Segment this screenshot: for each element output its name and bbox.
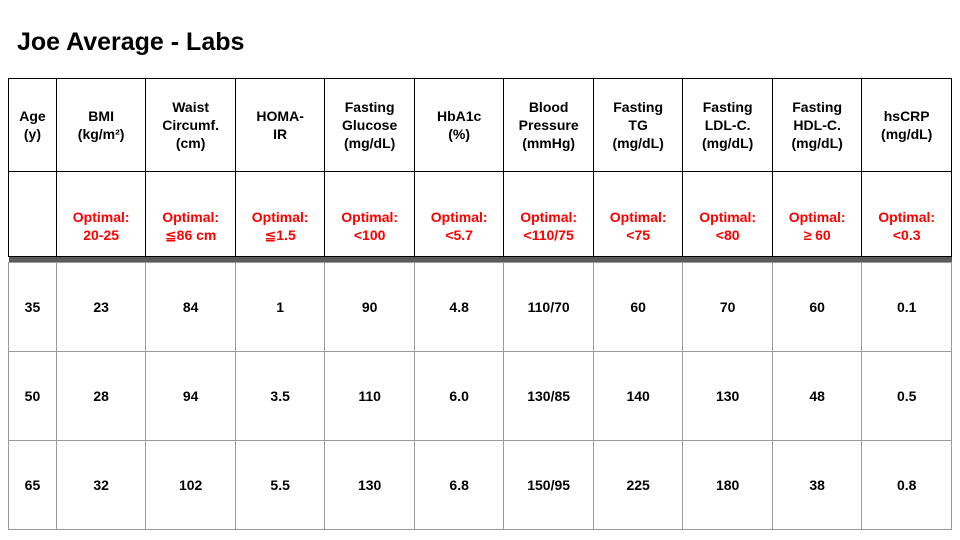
- optimal-homa-ir: Optimal: ≦1.5: [234, 171, 326, 257]
- table-cell: 6.0: [413, 351, 505, 441]
- table-cell: 225: [592, 440, 684, 530]
- column-header-age: Age (y): [8, 78, 57, 172]
- column-header-blood-pressure: Blood Pressure (mmHg): [503, 78, 594, 172]
- optimal-fasting-tg: Optimal: <75: [592, 171, 684, 257]
- column-header-fasting-glucose: Fasting Glucose (mg/dL): [324, 78, 415, 172]
- column-header-fasting-hdl: Fasting HDL-C. (mg/dL): [771, 78, 863, 172]
- table-cell: 110/70: [503, 262, 594, 352]
- optimal-fasting-hdl: Optimal: ≥ 60: [771, 171, 863, 257]
- column-header-fasting-ldl: Fasting LDL-C. (mg/dL): [682, 78, 773, 172]
- table-header-row: Age (y) BMI (kg/m²) Waist Circumf. (cm) …: [8, 78, 952, 172]
- table-cell: 150/95: [503, 440, 594, 530]
- table-cell: 140: [592, 351, 684, 441]
- table-cell: 6.8: [413, 440, 505, 530]
- labs-table: Age (y) BMI (kg/m²) Waist Circumf. (cm) …: [8, 78, 952, 530]
- table-row: 35 23 84 1 90 4.8 110/70 60 70 60 0.1: [8, 262, 952, 352]
- table-section-divider: [8, 256, 952, 263]
- table-cell: 48: [771, 351, 863, 441]
- table-row: 50 28 94 3.5 110 6.0 130/85 140 130 48 0…: [8, 351, 952, 441]
- table-cell: 3.5: [234, 351, 326, 441]
- table-cell: 5.5: [234, 440, 326, 530]
- divider-bar: [8, 256, 952, 263]
- optimal-bmi: Optimal: 20-25: [55, 171, 147, 257]
- table-cell: 28: [55, 351, 147, 441]
- table-cell: 94: [145, 351, 236, 441]
- table-cell: 23: [55, 262, 147, 352]
- column-header-bmi: BMI (kg/m²): [55, 78, 147, 172]
- page-title: Joe Average - Labs: [17, 28, 245, 56]
- column-header-waist-circumf: Waist Circumf. (cm): [145, 78, 236, 172]
- column-header-hba1c: HbA1c (%): [413, 78, 505, 172]
- table-cell: 110: [324, 351, 415, 441]
- table-cell: 65: [8, 440, 57, 530]
- column-header-hscrp: hsCRP (mg/dL): [861, 78, 952, 172]
- optimal-values-row: Optimal: 20-25 Optimal: ≦86 cm Optimal: …: [8, 171, 952, 257]
- optimal-waist-circumf: Optimal: ≦86 cm: [145, 171, 236, 257]
- optimal-hba1c: Optimal: <5.7: [413, 171, 505, 257]
- column-header-homa-ir: HOMA- IR: [234, 78, 326, 172]
- optimal-age: [8, 171, 57, 257]
- table-cell: 38: [771, 440, 863, 530]
- table-cell: 4.8: [413, 262, 505, 352]
- optimal-fasting-ldl: Optimal: <80: [682, 171, 773, 257]
- table-cell: 0.1: [861, 262, 952, 352]
- table-cell: 130: [324, 440, 415, 530]
- table-cell: 180: [682, 440, 773, 530]
- table-cell: 0.8: [861, 440, 952, 530]
- table-cell: 60: [771, 262, 863, 352]
- optimal-hscrp: Optimal: <0.3: [861, 171, 952, 257]
- column-header-fasting-tg: Fasting TG (mg/dL): [592, 78, 684, 172]
- table-cell: 70: [682, 262, 773, 352]
- table-cell: 84: [145, 262, 236, 352]
- optimal-fasting-glucose: Optimal: <100: [324, 171, 415, 257]
- table-cell: 130/85: [503, 351, 594, 441]
- table-cell: 50: [8, 351, 57, 441]
- table-cell: 90: [324, 262, 415, 352]
- table-row: 65 32 102 5.5 130 6.8 150/95 225 180 38 …: [8, 440, 952, 530]
- table-cell: 102: [145, 440, 236, 530]
- table-cell: 32: [55, 440, 147, 530]
- table-cell: 60: [592, 262, 684, 352]
- table-cell: 1: [234, 262, 326, 352]
- table-cell: 130: [682, 351, 773, 441]
- table-cell: 0.5: [861, 351, 952, 441]
- table-cell: 35: [8, 262, 57, 352]
- optimal-blood-pressure: Optimal: <110/75: [503, 171, 594, 257]
